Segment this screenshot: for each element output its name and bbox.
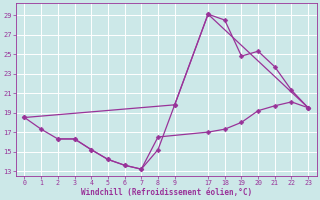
X-axis label: Windchill (Refroidissement éolien,°C): Windchill (Refroidissement éolien,°C) (81, 188, 252, 197)
